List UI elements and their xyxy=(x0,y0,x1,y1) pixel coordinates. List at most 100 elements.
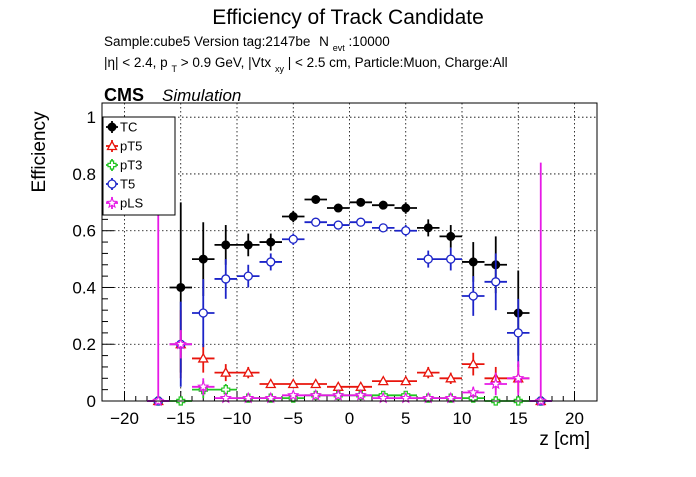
series-pls-point xyxy=(467,386,480,398)
y-tick-label: 0.4 xyxy=(72,278,96,297)
legend-marker-tc xyxy=(107,122,117,132)
chart-title: Efficiency of Track Candidate xyxy=(212,6,484,29)
series-pt5-point xyxy=(287,378,299,389)
y-tick-labels: 0 0.2 0.4 0.6 0.8 1 xyxy=(72,108,96,411)
subtitle-nevt-value: :10000 xyxy=(348,34,389,49)
y-tick-label: 1 xyxy=(87,108,96,127)
y-tick-label: 0.8 xyxy=(72,165,96,184)
series-pls-point xyxy=(354,388,367,401)
subtitle-sample-version: Sample:cube5 Version tag:2147be xyxy=(104,34,310,49)
series-pt5-point xyxy=(197,352,209,363)
series-t5-point xyxy=(198,308,208,318)
series-tc-point xyxy=(356,197,366,207)
series-pt3-point xyxy=(221,385,231,395)
subtitle-nevt-sub: evt xyxy=(333,43,346,53)
legend-label-pls: pLS xyxy=(120,196,143,211)
series-pls-point xyxy=(242,391,255,404)
series-tc-point xyxy=(333,203,343,213)
series-t5-point xyxy=(266,257,276,267)
series-tc-point xyxy=(221,240,231,250)
series-t5-point xyxy=(401,226,411,236)
series-t5-point xyxy=(288,234,298,244)
series-pt5-point xyxy=(422,366,434,377)
series-pt5-point xyxy=(220,366,232,377)
x-tick-label: −5 xyxy=(284,409,303,428)
legend-label-tc: TC xyxy=(120,120,137,135)
legend: TC pT5 pT3 T5 pLS xyxy=(102,116,176,216)
subtitle-eta-pt: |η| < 2.4, p xyxy=(104,55,168,70)
series-pt5-point xyxy=(265,378,277,389)
series-t5-point xyxy=(423,254,433,264)
series-t5-point xyxy=(468,291,478,301)
x-tick-label: −20 xyxy=(110,409,139,428)
subtitle-line-2: |η| < 2.4, p T > 0.9 GeV, |Vtx xy | < 2.… xyxy=(104,55,508,75)
x-tick-label: 10 xyxy=(453,409,472,428)
series-t5-point xyxy=(491,277,501,287)
series-pls-point xyxy=(174,337,187,350)
series-t5-point xyxy=(513,328,523,338)
subtitle-vtx: > 0.9 GeV, |Vtx xyxy=(181,55,272,70)
cms-label: CMS xyxy=(104,85,144,105)
series-t5-point xyxy=(311,217,321,227)
series-pls-point xyxy=(444,391,457,404)
series-t5 xyxy=(147,217,552,406)
series-pls-point xyxy=(219,391,232,404)
series-tc-point xyxy=(468,257,478,267)
series-tc-point xyxy=(446,231,456,241)
series-pls xyxy=(147,162,552,407)
x-tick-label: 20 xyxy=(565,409,584,428)
series-pls-point xyxy=(264,391,277,404)
series-tc-point xyxy=(311,194,321,204)
series-tc-point xyxy=(176,282,186,292)
subtitle-nevt-label: N xyxy=(319,34,329,49)
x-tick-label: −10 xyxy=(223,409,252,428)
series-t5-point xyxy=(378,223,388,233)
series-pt5-point xyxy=(467,358,479,369)
legend-marker-t5 xyxy=(107,179,117,189)
subtitle-particle-charge: | < 2.5 cm, Particle:Muon, Charge:All xyxy=(288,55,508,70)
series-pls-point xyxy=(309,388,322,401)
plot-frame xyxy=(101,102,598,402)
x-tick-label: −15 xyxy=(166,409,195,428)
grid-lines xyxy=(102,103,597,402)
subtitle-pt-sub: T xyxy=(171,64,177,74)
series-pt5-point xyxy=(242,366,254,377)
legend-label-pt3: pT3 xyxy=(120,158,142,173)
x-tick-labels: −20 −15 −10 −5 0 5 10 15 20 xyxy=(110,409,584,428)
legend-marker-pt3 xyxy=(107,160,117,170)
legend-entries: TC pT5 pT3 T5 pLS xyxy=(105,120,143,211)
simulation-label: Simulation xyxy=(162,86,241,105)
series-pls-point xyxy=(377,391,390,404)
series-tc-point xyxy=(401,203,411,213)
x-tick-label: 5 xyxy=(401,409,410,428)
legend-marker-pls xyxy=(105,196,119,209)
subtitle-line-1: Sample:cube5 Version tag:2147be N evt :1… xyxy=(104,34,390,54)
legend-marker-pt5 xyxy=(106,140,118,151)
y-tick-label: 0.2 xyxy=(72,335,96,354)
subtitle-vtx-sub: xy xyxy=(275,64,285,74)
series-t5-point xyxy=(446,254,456,264)
series-t5-point xyxy=(333,220,343,230)
x-axis-title: z [cm] xyxy=(539,429,590,450)
legend-label-t5: T5 xyxy=(120,177,135,192)
series-pls-point xyxy=(332,388,345,401)
series-t5-point xyxy=(221,274,231,284)
series-t5-point xyxy=(356,217,366,227)
legend-label-pt5: pT5 xyxy=(120,139,142,154)
series-pls-point xyxy=(197,380,210,393)
y-axis-title: Efficiency xyxy=(29,111,50,192)
series-tc-point xyxy=(423,223,433,233)
series-tc-point xyxy=(243,240,253,250)
series-tc-point xyxy=(266,237,276,247)
y-tick-label: 0.6 xyxy=(72,222,96,241)
series-pls-point xyxy=(512,371,525,384)
series-tc-point xyxy=(288,212,298,222)
series-tc-point xyxy=(198,254,208,264)
series-pls-point xyxy=(399,391,412,404)
series-t5-point xyxy=(243,271,253,281)
series-pls-point xyxy=(422,391,435,404)
series-pt5-point xyxy=(310,378,322,389)
series-pt5-point xyxy=(445,372,457,383)
